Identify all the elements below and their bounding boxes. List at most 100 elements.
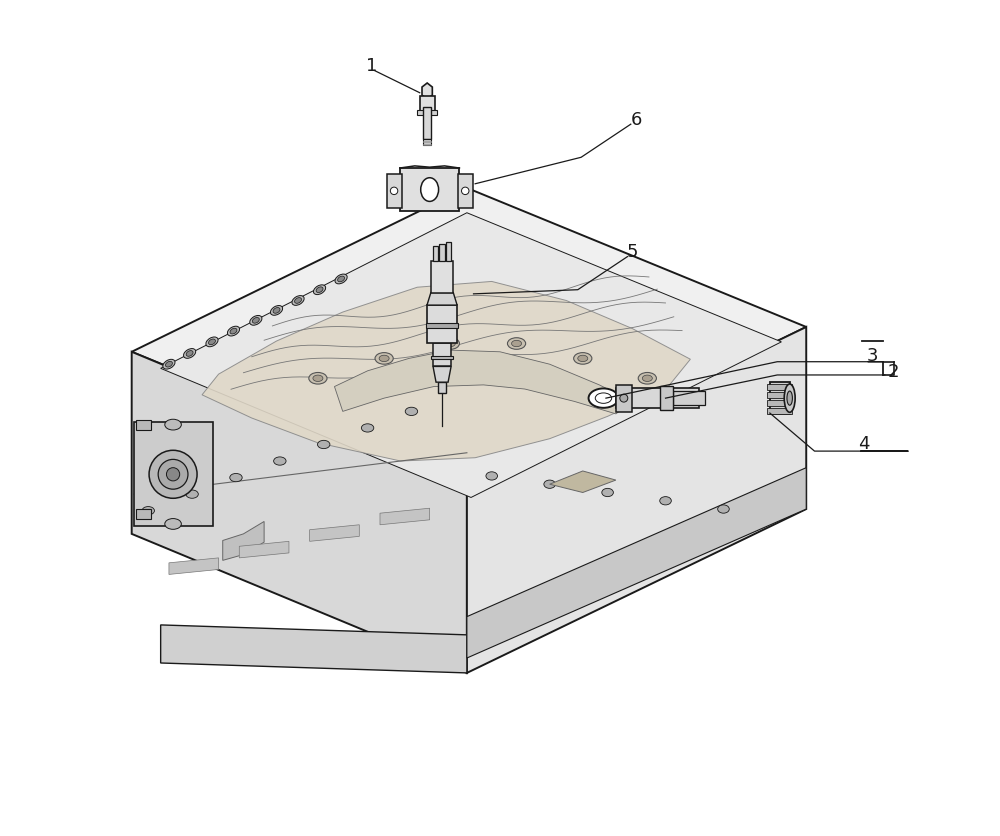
Bar [431, 261, 453, 293]
Bar [767, 400, 792, 406]
Bar [423, 140, 431, 145]
Ellipse shape [295, 298, 302, 303]
Ellipse shape [335, 274, 347, 284]
Ellipse shape [338, 276, 345, 282]
Ellipse shape [166, 467, 180, 481]
Polygon shape [433, 366, 451, 382]
Bar [439, 244, 445, 261]
Ellipse shape [270, 305, 283, 315]
Ellipse shape [316, 287, 323, 293]
Ellipse shape [227, 326, 240, 336]
Ellipse shape [165, 518, 181, 529]
Ellipse shape [273, 308, 280, 314]
Ellipse shape [206, 337, 218, 347]
Text: 2: 2 [887, 364, 899, 381]
Bar [433, 246, 438, 261]
Ellipse shape [379, 355, 389, 362]
Bar [387, 174, 402, 207]
Ellipse shape [230, 329, 237, 334]
Ellipse shape [375, 353, 393, 364]
Ellipse shape [602, 488, 613, 497]
Bar [767, 392, 792, 398]
Ellipse shape [436, 325, 448, 333]
Polygon shape [427, 293, 457, 305]
Polygon shape [550, 471, 616, 492]
Polygon shape [223, 522, 264, 560]
Ellipse shape [718, 505, 729, 513]
Polygon shape [467, 467, 806, 658]
Ellipse shape [595, 393, 612, 403]
Polygon shape [202, 282, 690, 461]
Ellipse shape [784, 384, 795, 412]
Ellipse shape [230, 473, 242, 482]
Ellipse shape [441, 338, 459, 349]
Ellipse shape [390, 187, 398, 195]
Ellipse shape [209, 339, 215, 344]
Ellipse shape [462, 187, 469, 195]
Ellipse shape [598, 395, 609, 402]
Bar [420, 96, 435, 113]
Bar [660, 386, 673, 410]
Bar [458, 174, 473, 207]
Bar [400, 168, 459, 211]
FancyBboxPatch shape [134, 422, 213, 526]
Ellipse shape [486, 472, 498, 480]
Polygon shape [334, 350, 632, 414]
Ellipse shape [165, 419, 181, 430]
Ellipse shape [158, 460, 188, 489]
Ellipse shape [361, 424, 374, 432]
Polygon shape [161, 625, 467, 673]
Ellipse shape [574, 353, 592, 364]
Polygon shape [161, 212, 781, 497]
Bar [427, 305, 457, 343]
Ellipse shape [252, 318, 259, 324]
Bar [426, 324, 458, 328]
Text: 1: 1 [366, 57, 377, 75]
Ellipse shape [620, 394, 628, 402]
Ellipse shape [186, 350, 193, 356]
Bar [767, 384, 792, 390]
Text: 4: 4 [858, 436, 870, 453]
Ellipse shape [250, 315, 262, 325]
Ellipse shape [594, 392, 613, 405]
Polygon shape [132, 352, 467, 673]
Ellipse shape [292, 296, 304, 305]
Bar [673, 391, 705, 405]
Bar [616, 385, 632, 411]
Bar [433, 343, 451, 366]
Polygon shape [310, 525, 359, 542]
Ellipse shape [142, 507, 154, 515]
Ellipse shape [642, 375, 652, 381]
Polygon shape [422, 83, 432, 99]
Ellipse shape [787, 391, 792, 405]
Ellipse shape [313, 375, 323, 381]
Bar [438, 382, 446, 393]
Bar [136, 509, 151, 519]
Bar [767, 408, 792, 414]
Ellipse shape [165, 361, 172, 367]
Ellipse shape [184, 349, 196, 359]
Polygon shape [169, 558, 219, 574]
Bar [616, 388, 699, 408]
Ellipse shape [421, 178, 439, 201]
Ellipse shape [544, 480, 555, 488]
Ellipse shape [317, 441, 330, 449]
Ellipse shape [186, 490, 198, 498]
Ellipse shape [405, 407, 418, 415]
Ellipse shape [274, 457, 286, 465]
Ellipse shape [163, 359, 175, 369]
Ellipse shape [589, 389, 618, 408]
Polygon shape [132, 188, 806, 491]
Text: 3: 3 [867, 347, 878, 365]
Ellipse shape [638, 373, 656, 384]
Text: 6: 6 [631, 111, 642, 129]
Ellipse shape [578, 355, 588, 362]
Bar [446, 242, 451, 261]
Bar [417, 110, 437, 115]
Bar [136, 421, 151, 431]
Ellipse shape [309, 373, 327, 384]
Polygon shape [467, 327, 806, 673]
Ellipse shape [660, 497, 671, 505]
Bar [423, 107, 431, 140]
Ellipse shape [313, 285, 326, 294]
